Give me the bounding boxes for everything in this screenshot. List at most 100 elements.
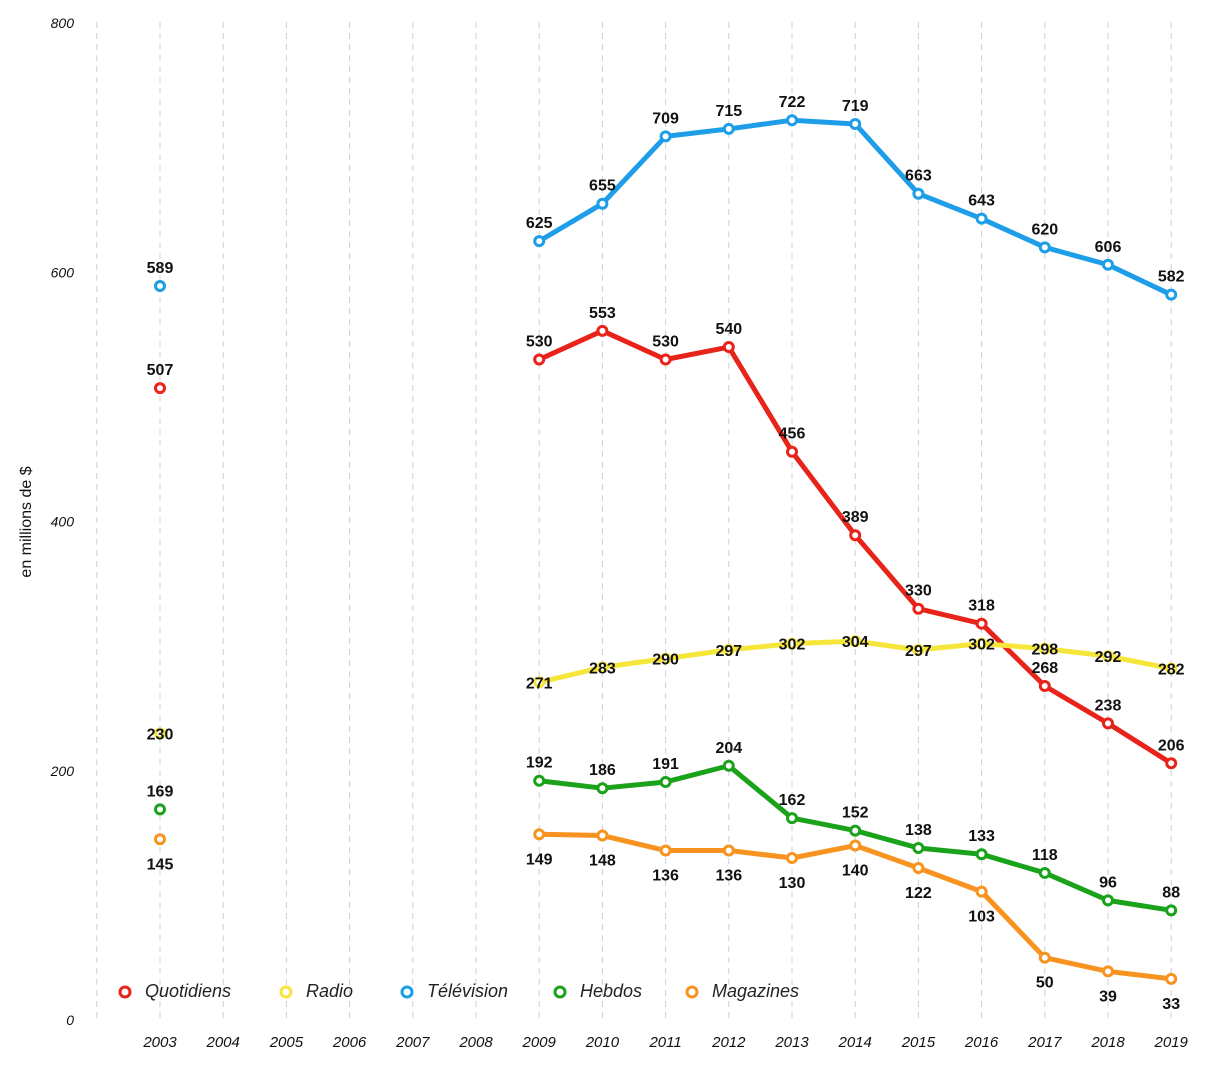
data-label: 136 [715,868,742,885]
legend-item: Télévision [400,981,508,1001]
y-tick-label: 400 [51,514,75,530]
legend-item: Quotidiens [118,981,231,1001]
data-label: 118 [1032,847,1058,864]
data-label: 719 [842,98,869,115]
data-label: 292 [1095,649,1122,666]
data-label: 304 [842,634,869,651]
legend-marker [685,985,699,999]
data-point [849,839,862,852]
data-point [975,637,988,650]
legend-label: Magazines [712,981,799,1001]
data-point [912,861,925,874]
data-point [975,885,988,898]
data-point [1102,717,1114,730]
data-point [722,844,735,857]
data-point [659,353,672,366]
data-point [659,130,672,143]
data-label: 389 [842,509,869,526]
x-tick-label: 2003 [142,1034,177,1051]
data-label: 456 [779,426,806,443]
data-label: 290 [652,652,679,669]
data-point [786,445,798,458]
data-label: 282 [1158,662,1185,679]
legend-label: Télévision [427,981,508,1001]
data-label: 709 [652,110,679,127]
x-tick-label: 2011 [648,1034,681,1051]
x-tick-label: 2014 [838,1034,872,1051]
series-Magazines [154,828,1178,985]
data-label: 643 [968,193,995,210]
data-label: 148 [589,853,616,870]
data-point [849,824,862,837]
data-point [1165,904,1178,917]
data-label: 33 [1162,996,1180,1013]
data-point [912,643,925,656]
data-label: 540 [715,321,742,338]
data-point [849,635,862,648]
data-point [659,652,672,665]
data-label: 136 [652,868,679,885]
data-label: 169 [147,783,174,800]
data-label: 145 [147,856,174,873]
data-label: 206 [1158,737,1185,754]
data-label: 204 [715,740,742,757]
data-point [533,774,546,787]
data-point [786,812,798,825]
data-point [154,833,166,846]
data-label: 192 [526,755,553,772]
data-label: 318 [968,598,995,615]
data-point [154,727,166,740]
data-point [1165,662,1178,675]
data-point [154,279,166,292]
data-point [975,848,988,861]
data-point [1102,965,1114,978]
data-label: 103 [968,909,995,926]
x-tick-label: 2019 [1154,1034,1189,1051]
data-point [975,617,988,630]
legend-marker [553,985,567,999]
data-label: 715 [715,103,742,120]
data-point [596,661,609,674]
legend-label: Radio [306,981,353,1001]
data-label: 39 [1099,988,1117,1005]
data-point [1102,650,1114,663]
data-label: 722 [779,94,806,111]
data-point [596,324,609,337]
x-tick-label: 2005 [269,1034,304,1051]
data-point [1038,680,1051,693]
x-tick-label: 2017 [1027,1034,1062,1051]
series-Quotidiens [154,324,1178,770]
data-label: 162 [779,792,806,809]
data-label: 283 [589,660,616,677]
data-point [722,759,735,772]
data-point [912,602,925,615]
data-label: 50 [1036,975,1054,992]
x-tick-label: 2007 [395,1034,430,1051]
data-label: 530 [652,333,679,350]
data-label: 553 [589,305,616,322]
y-axis: 0 200 400 600 800 [50,15,75,1028]
y-tick-label: 600 [51,264,75,280]
x-tick-label: 2004 [206,1034,240,1051]
x-tick-label: 2018 [1090,1034,1125,1051]
data-point [533,828,546,841]
data-label: 302 [968,637,995,654]
data-point [1165,288,1178,301]
grid [96,22,1172,1022]
legend-label: Hebdos [580,981,642,1001]
data-point [596,829,609,842]
data-label: 297 [715,643,742,660]
data-point [786,851,798,864]
data-point [533,353,546,366]
data-labels: 507 530 553 530 540 456 389 330 318 268 238 206 230 2… [147,94,1185,1013]
data-label: 122 [905,885,932,902]
data-point [154,803,166,816]
data-label: 330 [905,583,932,600]
y-axis-label: en millions de $ [18,466,35,577]
data-label: 149 [526,851,553,868]
data-point [596,197,609,210]
data-point [1038,241,1051,254]
data-point [722,122,735,135]
legend-marker [279,985,293,999]
